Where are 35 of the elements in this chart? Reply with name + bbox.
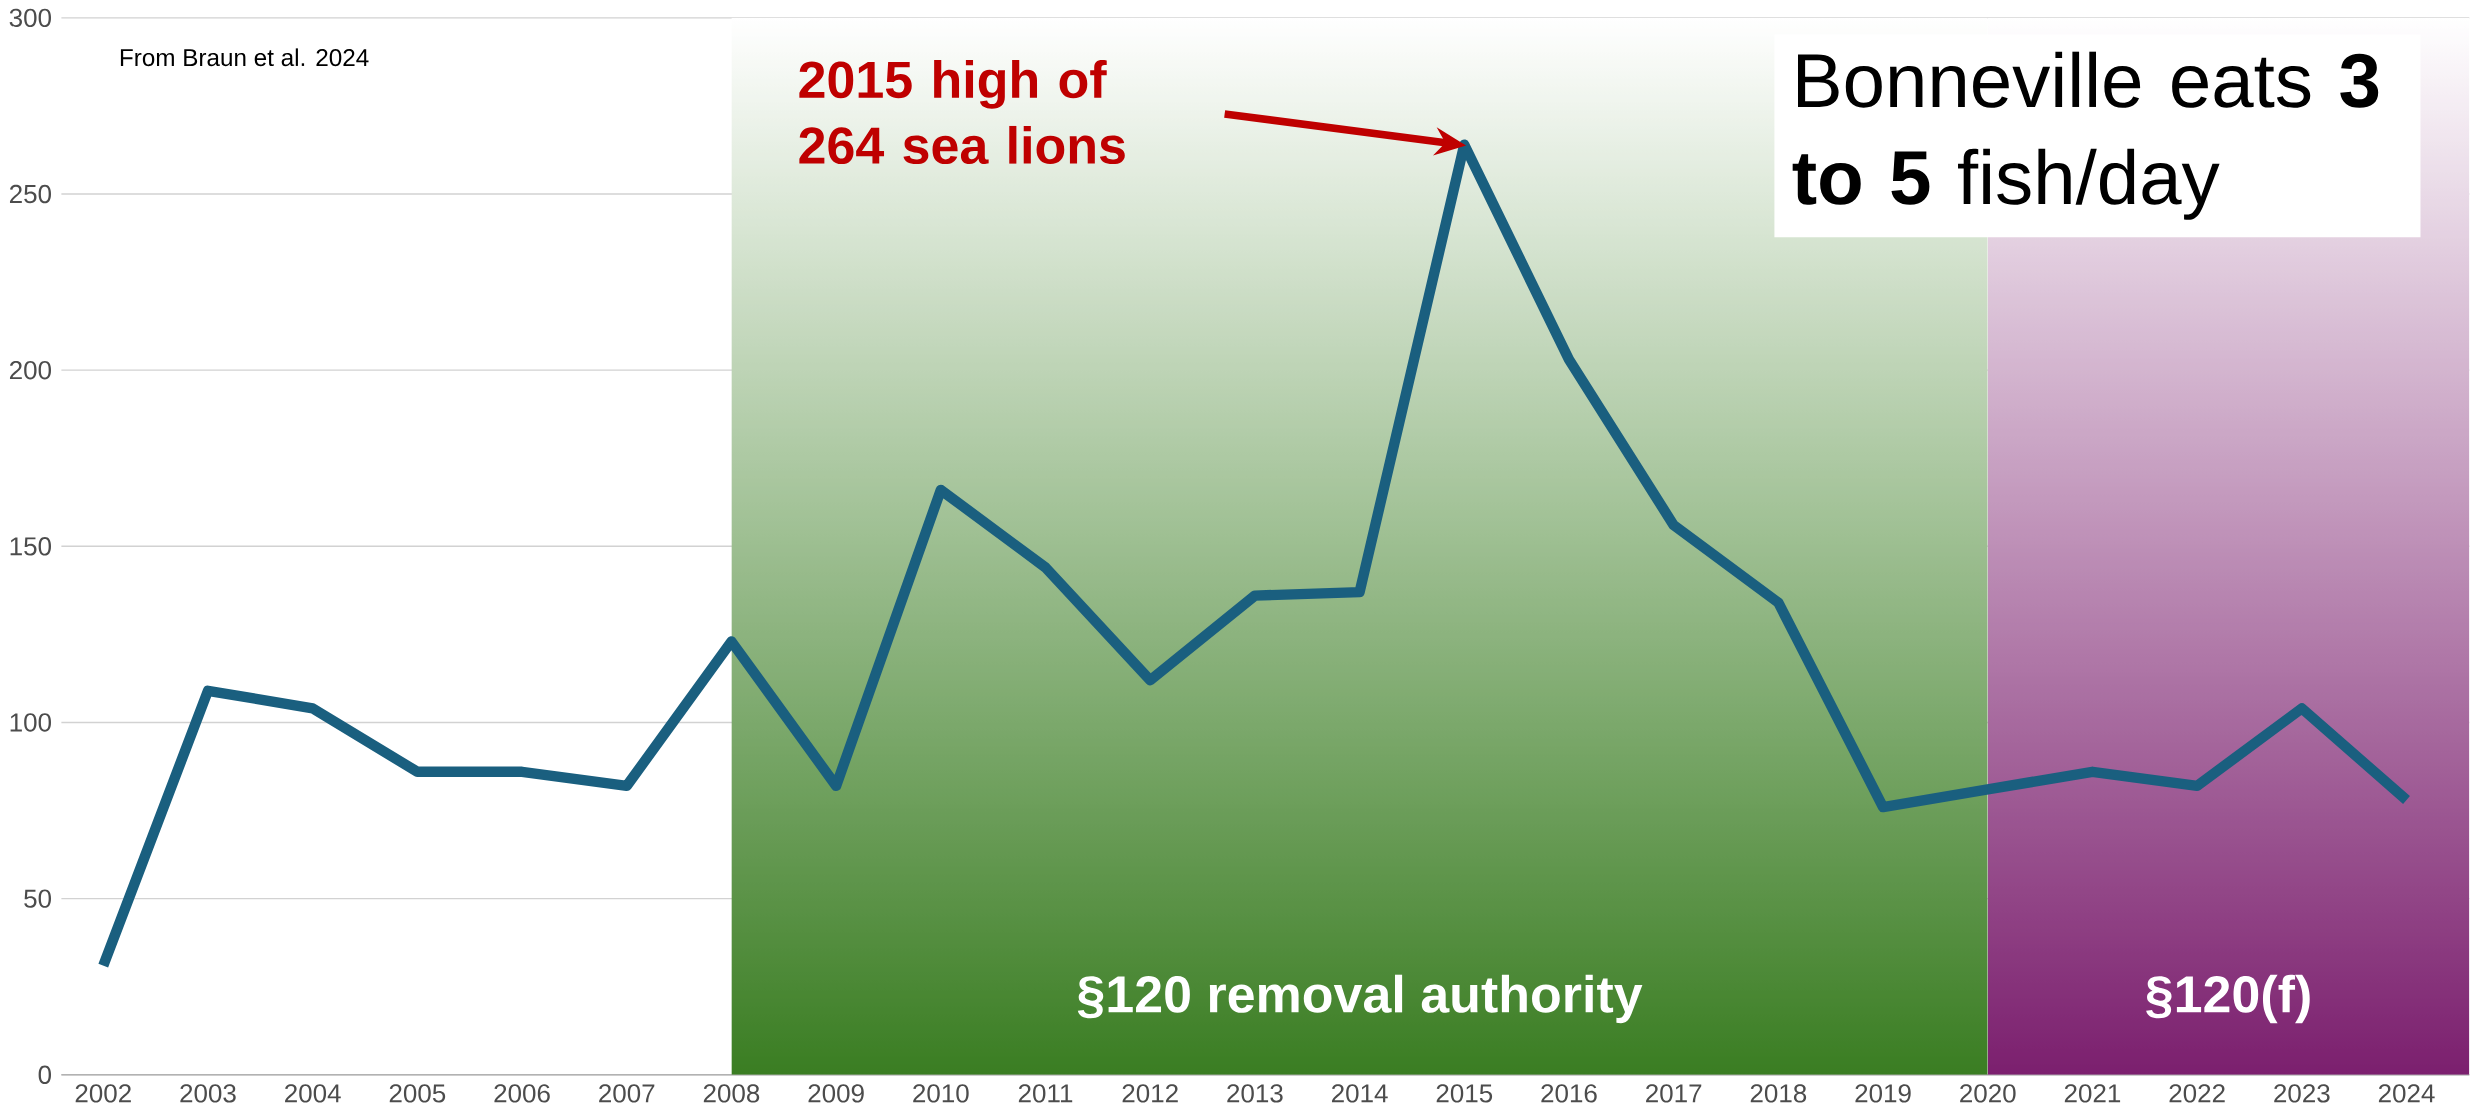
- band-label: §120 removal authority: [1077, 974, 1643, 1024]
- x-tick-label: 2017: [1646, 1084, 1702, 1103]
- x-tick-label: 2005: [389, 1084, 446, 1103]
- x-tick-label: 2020: [1960, 1084, 2016, 1103]
- y-tick-label: 50: [24, 889, 51, 908]
- y-tick-label: 250: [9, 184, 51, 204]
- x-tick-label: 2024: [2378, 1084, 2435, 1103]
- x-tick-label: 2016: [1541, 1084, 1597, 1103]
- y-tick-label: 200: [9, 360, 51, 380]
- x-tick-label: 2021: [2064, 1084, 2121, 1103]
- x-tick-label: 2023: [2274, 1084, 2330, 1103]
- x-tick-label: 2014: [1331, 1084, 1388, 1103]
- y-tick-label: 100: [10, 713, 51, 732]
- x-tick-label: 2011: [1018, 1084, 1073, 1103]
- x-tick-label: 2007: [599, 1084, 655, 1103]
- x-tick-label: 2006: [494, 1084, 550, 1103]
- x-tick-label: 2008: [703, 1084, 760, 1103]
- text: Bonneville eats 3 to 5 fish/day: [1792, 51, 2379, 220]
- x-tick-label: 2010: [913, 1084, 969, 1103]
- x-tick-label: 2012: [1122, 1084, 1178, 1103]
- annotation: 2015 high of 264 sea lions: [799, 59, 1125, 164]
- x-tick-label: 2013: [1227, 1084, 1283, 1103]
- x-tick-label: 2009: [808, 1084, 864, 1103]
- x-tick-label: 2022: [2169, 1084, 2225, 1103]
- annotation: From Braun et al. 2024: [120, 48, 369, 67]
- x-tick-label: 2004: [285, 1084, 341, 1103]
- x-tick-label: 2002: [75, 1084, 131, 1103]
- x-tick-label: 2003: [180, 1084, 236, 1103]
- y-tick-label: 150: [10, 537, 51, 556]
- y-tick-label: 300: [9, 8, 51, 27]
- x-tick-label: 2019: [1855, 1084, 1911, 1103]
- x-tick-label: 2015: [1436, 1084, 1493, 1103]
- band-label: §120(f): [2146, 974, 2310, 1024]
- y-tick-label: 0: [38, 1065, 52, 1084]
- x-tick-label: 2018: [1750, 1084, 1807, 1103]
